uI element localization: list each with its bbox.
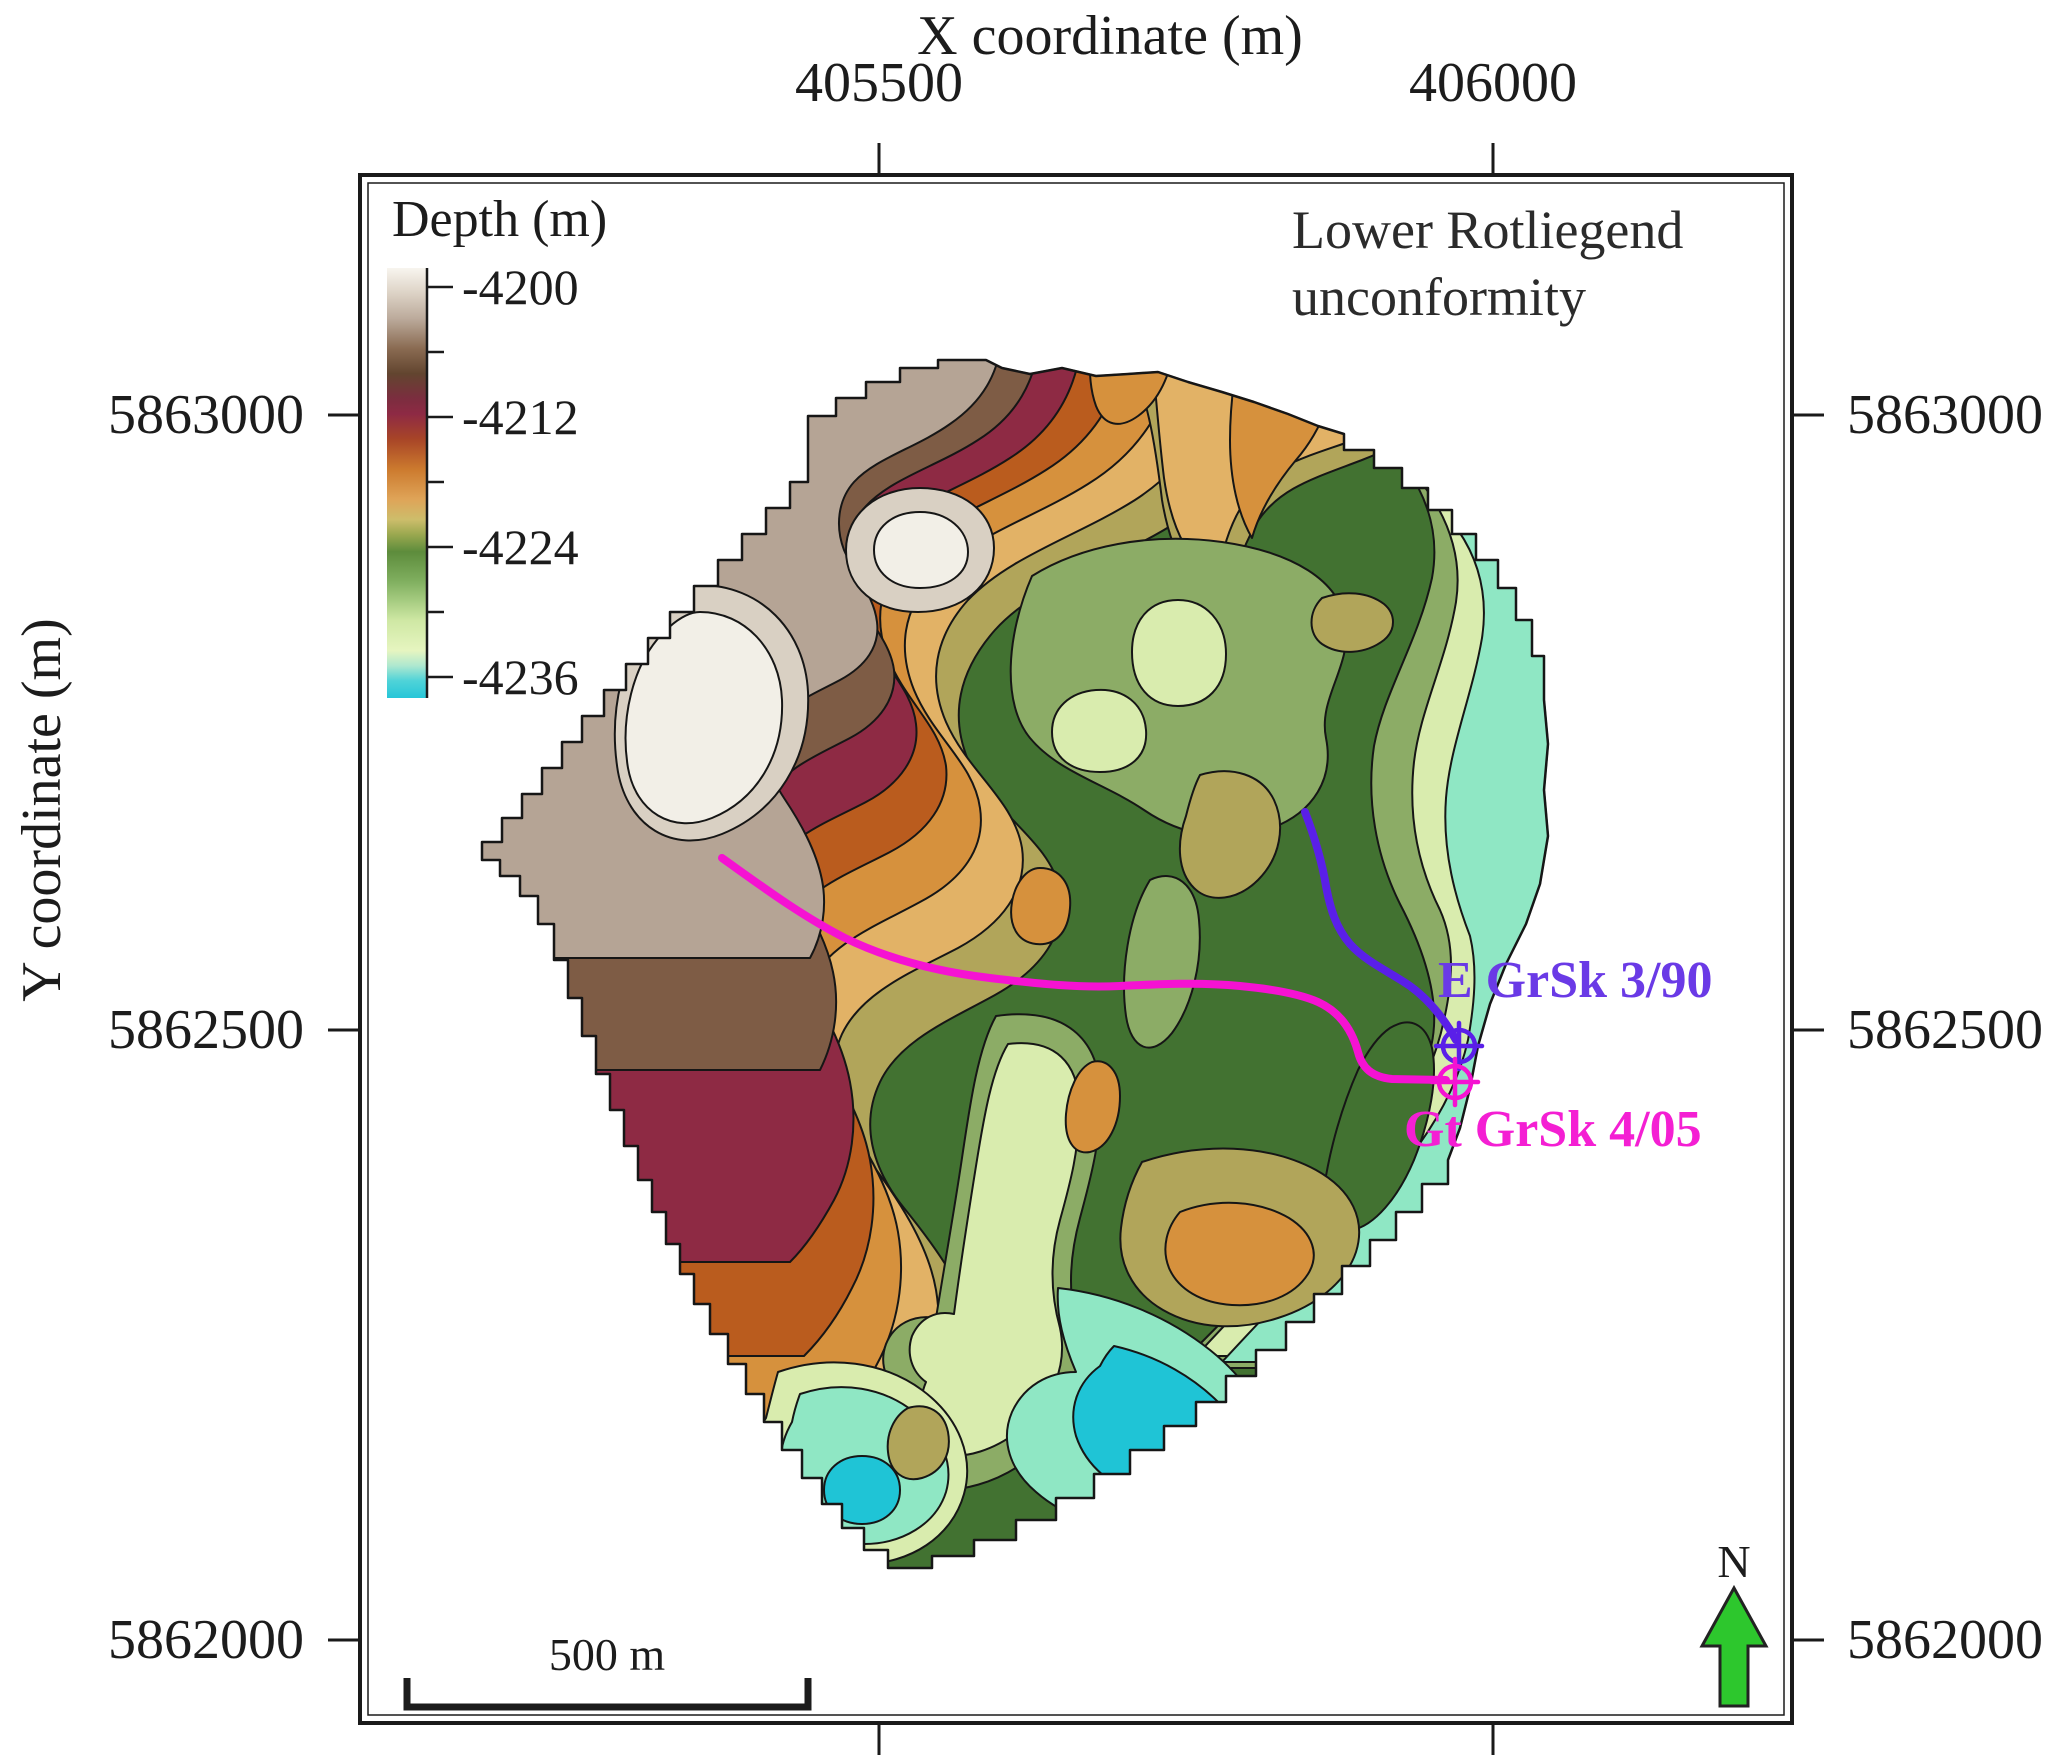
plot-frame (328, 143, 1824, 1755)
pale-blob-2 (1051, 688, 1148, 773)
x-axis-title: X coordinate (m) (917, 5, 1303, 67)
colorbar-gradient (387, 268, 427, 698)
scale-bar-label: 500 m (548, 1629, 666, 1680)
axis-ticks (328, 143, 1824, 1755)
y-tick-right-5862000: 5862000 (1847, 1609, 2043, 1671)
y-tick-left-5862000: 5862000 (108, 1609, 304, 1671)
well-label-gt-grsk-4-05: Gt GrSk 4/05 (1404, 1101, 1702, 1158)
north-arrow-icon (1699, 1584, 1769, 1708)
pale-blob-1 (1131, 599, 1227, 707)
north-arrow-label: N (1717, 1536, 1751, 1587)
colorbar-title: Depth (m) (392, 191, 608, 248)
well-marker-gt-grsk-4-05 (1429, 1056, 1481, 1108)
khaki-blob-mid (1178, 770, 1281, 899)
map-title-line1: Lower Rotliegend (1292, 200, 1684, 260)
y-tick-right-5863000: 5863000 (1847, 384, 2043, 446)
core-white-top-spot (873, 511, 969, 589)
colorbar-ticks (425, 268, 453, 698)
y-axis-title: Y coordinate (m) (11, 618, 73, 1002)
cyan-tip (823, 1455, 901, 1525)
colorbar-tick-4224: -4224 (462, 519, 579, 575)
well-marker-e-grsk-3-90 (1433, 1020, 1485, 1072)
y-tick-left-5863000: 5863000 (108, 384, 304, 446)
x-tick-label-406000: 406000 (1409, 52, 1577, 114)
well-path-e-grsk-3-90 (1301, 808, 1460, 1044)
orange-spot-1 (1010, 867, 1072, 946)
colorbar-tick-4212: -4212 (462, 389, 579, 445)
colorbar-tick-4200: -4200 (462, 259, 579, 315)
orange-spot-2 (1064, 1060, 1121, 1154)
y-tick-left-5862500: 5862500 (108, 999, 304, 1061)
x-tick-label-405500: 405500 (795, 52, 963, 114)
depth-colorbar (387, 268, 453, 698)
sage-sliver (1123, 875, 1201, 1049)
well-path-gt-grsk-4-05 (718, 854, 1450, 1084)
map-title-line2: unconformity (1292, 267, 1586, 327)
well-trajectories (718, 808, 1485, 1108)
khaki-patch-tip (886, 1405, 950, 1481)
scale-bar (403, 1678, 812, 1711)
map-boundary-outline (480, 358, 1550, 1570)
khaki-tongue-mid (1310, 592, 1394, 653)
well-label-e-grsk-3-90: E GrSk 3/90 (1438, 952, 1713, 1009)
y-tick-right-5862500: 5862500 (1847, 999, 2043, 1061)
colorbar-tick-4236: -4236 (462, 649, 579, 705)
orange-core-se (1164, 1201, 1315, 1307)
